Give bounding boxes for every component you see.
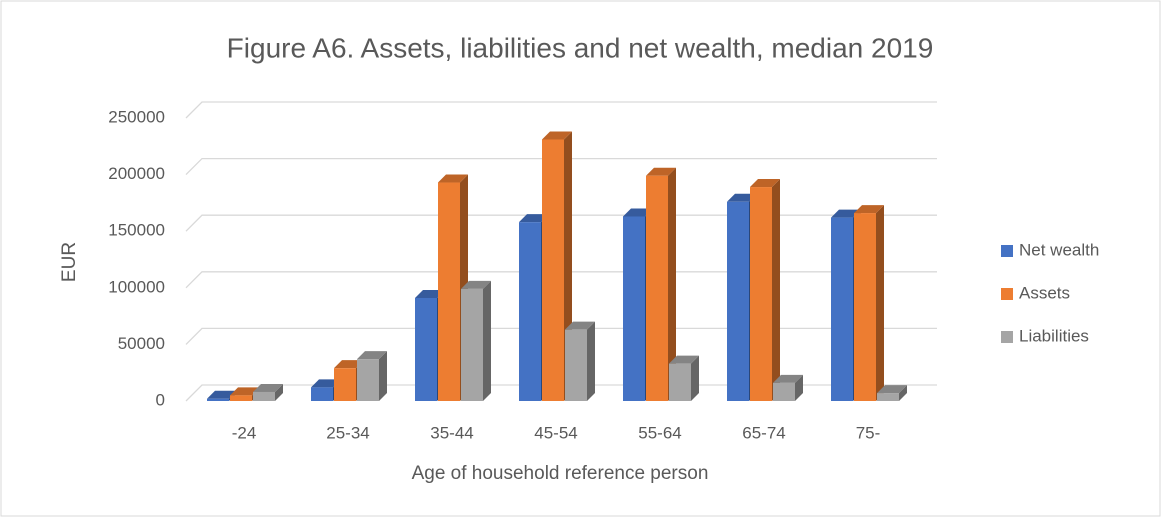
legend-label: Liabilities [1019,326,1089,345]
grid-line [185,214,937,232]
legend-label: Assets [1019,283,1070,302]
x-tick-label: 45-54 [534,423,577,442]
bar-top [519,214,549,223]
bar-top [623,208,653,217]
bar-top [565,321,595,330]
bar-top [230,387,260,396]
bar-side [587,321,595,401]
bar-top [646,167,676,176]
bar-top [357,351,387,360]
y-axis-title: EUR [59,242,80,282]
bar-top [831,209,861,218]
bar-top [750,179,780,188]
bar-side [795,374,803,401]
bar [877,393,899,401]
legend-label: Net wealth [1019,240,1099,259]
legend-swatch [1001,331,1013,343]
bar-top [773,374,803,383]
x-tick-label: 55-64 [638,423,681,442]
x-axis-title: Age of household reference person [412,463,709,484]
x-tick-label: 65-74 [742,423,785,442]
bar [334,368,356,401]
x-tick-label: 75- [856,423,881,442]
bar-top [542,131,572,140]
grid-line [185,157,937,176]
bar [854,213,876,401]
bar [623,216,645,401]
bar-side [772,179,780,401]
grid-line [185,101,937,119]
bar-side [899,385,907,401]
bar-top [877,385,907,394]
bar [831,217,853,401]
bar-side [876,205,884,401]
bar [253,391,275,401]
legend-swatch [1001,245,1013,257]
bar [415,297,437,401]
bar-top [438,174,468,183]
bar [727,201,749,401]
y-tick-label: 0 [156,390,165,409]
bar-top [415,289,445,298]
grid-line [185,271,937,289]
grid-line [185,327,937,345]
bar [542,139,564,401]
bar [207,398,229,401]
bar [311,387,333,401]
bar-top [253,383,283,392]
bar-side [483,280,491,401]
bar-top [669,355,699,364]
y-tick-label: 200000 [108,164,165,183]
bar [773,382,795,401]
y-tick-label: 50000 [118,334,165,353]
bar-top [727,193,757,202]
bar-top [461,280,491,289]
y-tick-label: 150000 [108,221,165,240]
chart-title: Figure A6. Assets, liabilities and net w… [227,32,934,63]
bar [357,359,379,401]
y-tick-label: 250000 [108,107,165,126]
bar-top [854,205,884,214]
bar [519,222,541,401]
bar-top [311,379,341,388]
bar [438,182,460,401]
bar-top [334,360,364,369]
bar [669,363,691,401]
bar [646,175,668,401]
x-tick-label: 35-44 [430,423,473,442]
bar [565,329,587,401]
bar-top [207,390,237,399]
bar-side [379,351,387,401]
x-tick-label: -24 [232,423,257,442]
legend-swatch [1001,288,1013,300]
y-tick-label: 100000 [108,277,165,296]
bar [750,187,772,401]
bar-side [691,355,699,401]
bar [230,395,252,401]
x-tick-label: 25-34 [326,423,369,442]
bar-side [668,167,676,401]
bar [461,288,483,401]
bar-side [275,383,283,401]
